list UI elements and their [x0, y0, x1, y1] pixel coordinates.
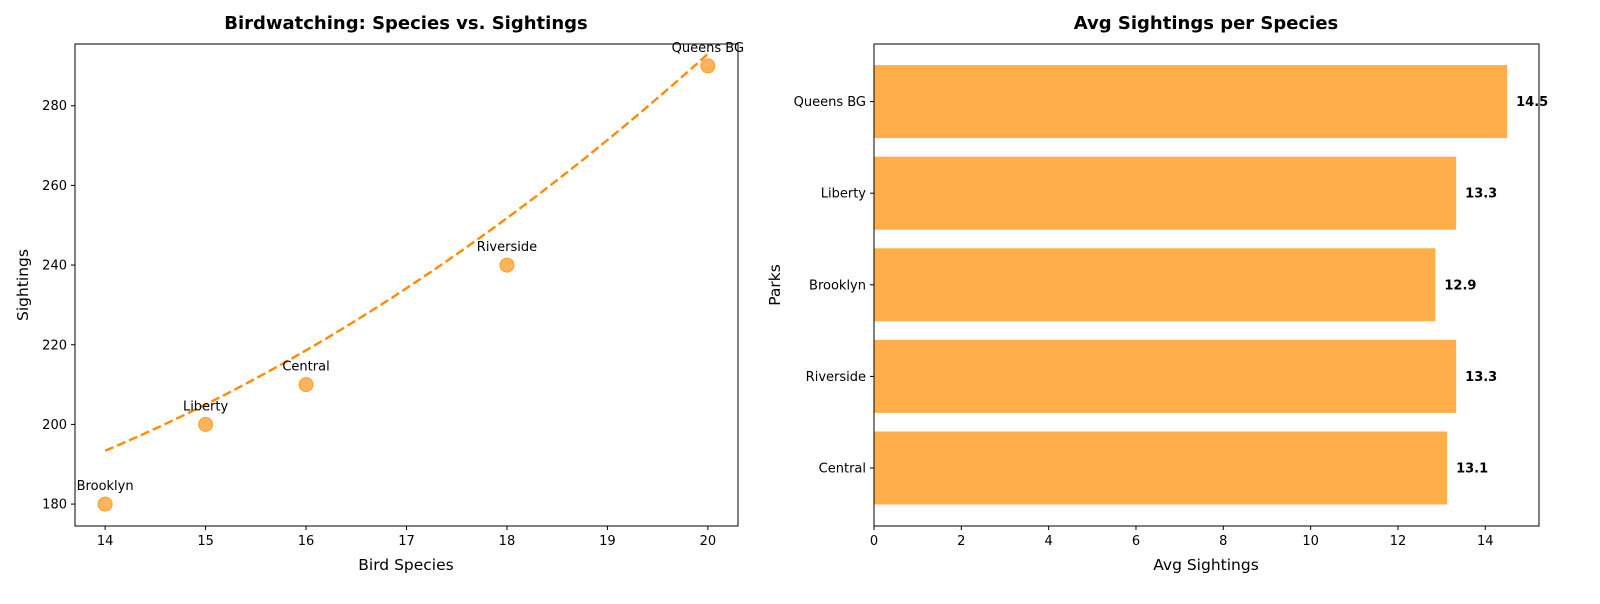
- scatter-x-tick-label: 14: [97, 534, 114, 549]
- bar-category-label: Riverside: [806, 370, 866, 385]
- bar-category-label: Liberty: [821, 187, 867, 202]
- scatter-point: [97, 496, 113, 512]
- scatter-y-tick-label: 200: [42, 418, 67, 433]
- scatter-point: [499, 257, 515, 273]
- bar-value-label: 14.5: [1516, 95, 1548, 110]
- bar-x-tick-label: 0: [870, 534, 878, 549]
- bar-x-tick-label: 6: [1132, 534, 1140, 549]
- bar-y-axis-label: Parks: [766, 264, 784, 306]
- bar-value-labels: 13.1 13.3 12.9 13.3 14.5: [1444, 95, 1548, 476]
- bar-value-label: 13.3: [1465, 370, 1497, 385]
- scatter-chart: Birdwatching: Species vs. Sightings 180 2…: [14, 13, 744, 574]
- scatter-y-ticks: 180 200 220 240 260 280: [42, 99, 75, 513]
- scatter-point-label: Riverside: [477, 240, 537, 255]
- bars: [874, 65, 1508, 505]
- bar-value-label: 12.9: [1444, 278, 1476, 293]
- scatter-y-tick-label: 220: [42, 338, 67, 353]
- bar-category-label: Brooklyn: [809, 278, 866, 293]
- bar-value-label: 13.1: [1456, 462, 1488, 477]
- scatter-point-labels: Brooklyn Liberty Central Riverside Queens BG: [77, 41, 744, 494]
- bar-category-label: Central: [819, 462, 866, 477]
- bar-plot-frame: [873, 43, 1540, 527]
- scatter-x-tick-label: 17: [398, 534, 415, 549]
- scatter-x-tick-label: 15: [197, 534, 214, 549]
- bar-value-label: 13.3: [1465, 187, 1497, 202]
- scatter-points: [97, 58, 716, 512]
- scatter-point-label: Queens BG: [672, 41, 744, 56]
- bar-x-tick-label: 10: [1302, 534, 1319, 549]
- trend-line: [104, 53, 709, 452]
- scatter-x-axis-label: Bird Species: [358, 556, 453, 574]
- scatter-point: [700, 58, 716, 74]
- scatter-x-tick-label: 20: [700, 534, 717, 549]
- bar-x-tick-label: 12: [1390, 534, 1407, 549]
- bar-x-tick-label: 4: [1045, 534, 1053, 549]
- bar: [874, 339, 1457, 413]
- scatter-x-ticks: 14 15 16 17 18 19 20: [97, 526, 716, 549]
- scatter-point-label: Liberty: [183, 399, 229, 414]
- bar-x-ticks: 0 2 4 6 8 10 12 14: [870, 526, 1494, 549]
- bar-y-ticks: Central Riverside Brooklyn Liberty Queens BG: [794, 95, 874, 477]
- scatter-title: Birdwatching: Species vs. Sightings: [224, 13, 588, 34]
- bar: [874, 431, 1448, 505]
- bar-x-tick-label: 8: [1219, 534, 1227, 549]
- bar: [874, 248, 1436, 322]
- bar: [874, 65, 1508, 139]
- scatter-plot-frame: [74, 43, 739, 527]
- scatter-point-label: Central: [282, 360, 329, 375]
- bar-category-label: Queens BG: [794, 95, 866, 110]
- scatter-y-tick-label: 180: [42, 498, 67, 513]
- bar: [874, 156, 1457, 230]
- bar-chart: Avg Sightings per Species 13.113.312.913…: [766, 13, 1548, 574]
- scatter-point: [298, 377, 314, 393]
- scatter-x-tick-label: 18: [499, 534, 516, 549]
- bar-x-tick-label: 14: [1477, 534, 1494, 549]
- bar-title: Avg Sightings per Species: [1074, 13, 1339, 34]
- scatter-y-tick-label: 260: [42, 179, 67, 194]
- bar-x-axis-label: Avg Sightings: [1153, 556, 1259, 574]
- scatter-x-tick-label: 16: [298, 534, 315, 549]
- bar-x-tick-label: 2: [957, 534, 965, 549]
- scatter-point-label: Brooklyn: [77, 479, 134, 494]
- scatter-y-axis-label: Sightings: [14, 249, 32, 321]
- scatter-point: [198, 416, 214, 432]
- scatter-y-tick-label: 280: [42, 99, 67, 114]
- scatter-x-tick-label: 19: [599, 534, 616, 549]
- scatter-y-tick-label: 240: [42, 259, 67, 274]
